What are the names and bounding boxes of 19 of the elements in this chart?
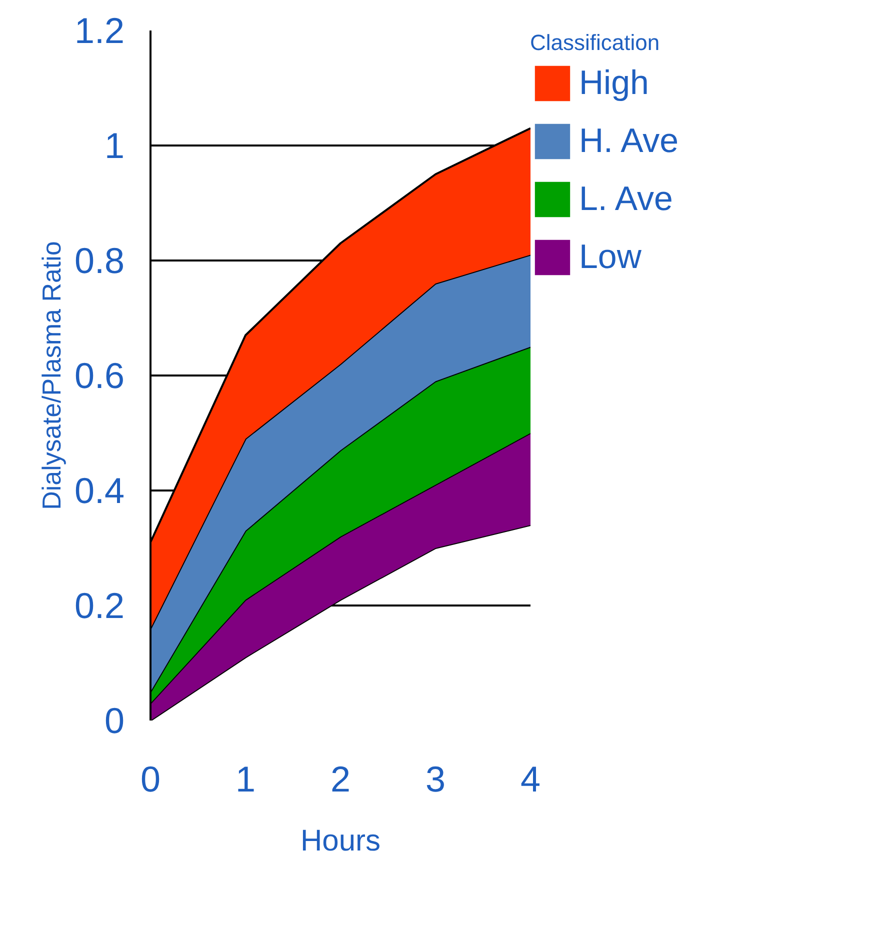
x-tick-label: 2: [330, 758, 351, 800]
y-axis-title: Dialysate/Plasma Ratio: [36, 241, 66, 510]
legend-title: Classification: [530, 30, 661, 56]
y-tick-label: 1: [104, 125, 125, 166]
y-tick-label: 0.4: [74, 470, 124, 511]
x-tick-label: 3: [425, 758, 446, 800]
y-tick-label: 1.2: [74, 10, 124, 51]
legend-label: Low: [579, 236, 642, 278]
legend-label: High: [579, 62, 649, 104]
y-tick-label: 0.2: [74, 585, 124, 626]
x-axis-title: Hours: [300, 824, 381, 858]
x-tick-label: 4: [520, 758, 541, 800]
y-tick-label: 0.8: [74, 240, 124, 281]
x-tick-label: 0: [140, 758, 161, 800]
y-tick-label: 0.6: [74, 355, 124, 396]
legend-label: L. Ave: [579, 178, 673, 220]
y-tick-label: 0: [104, 700, 125, 741]
legend-label: H. Ave: [579, 120, 679, 162]
x-tick-label: 1: [235, 758, 256, 800]
